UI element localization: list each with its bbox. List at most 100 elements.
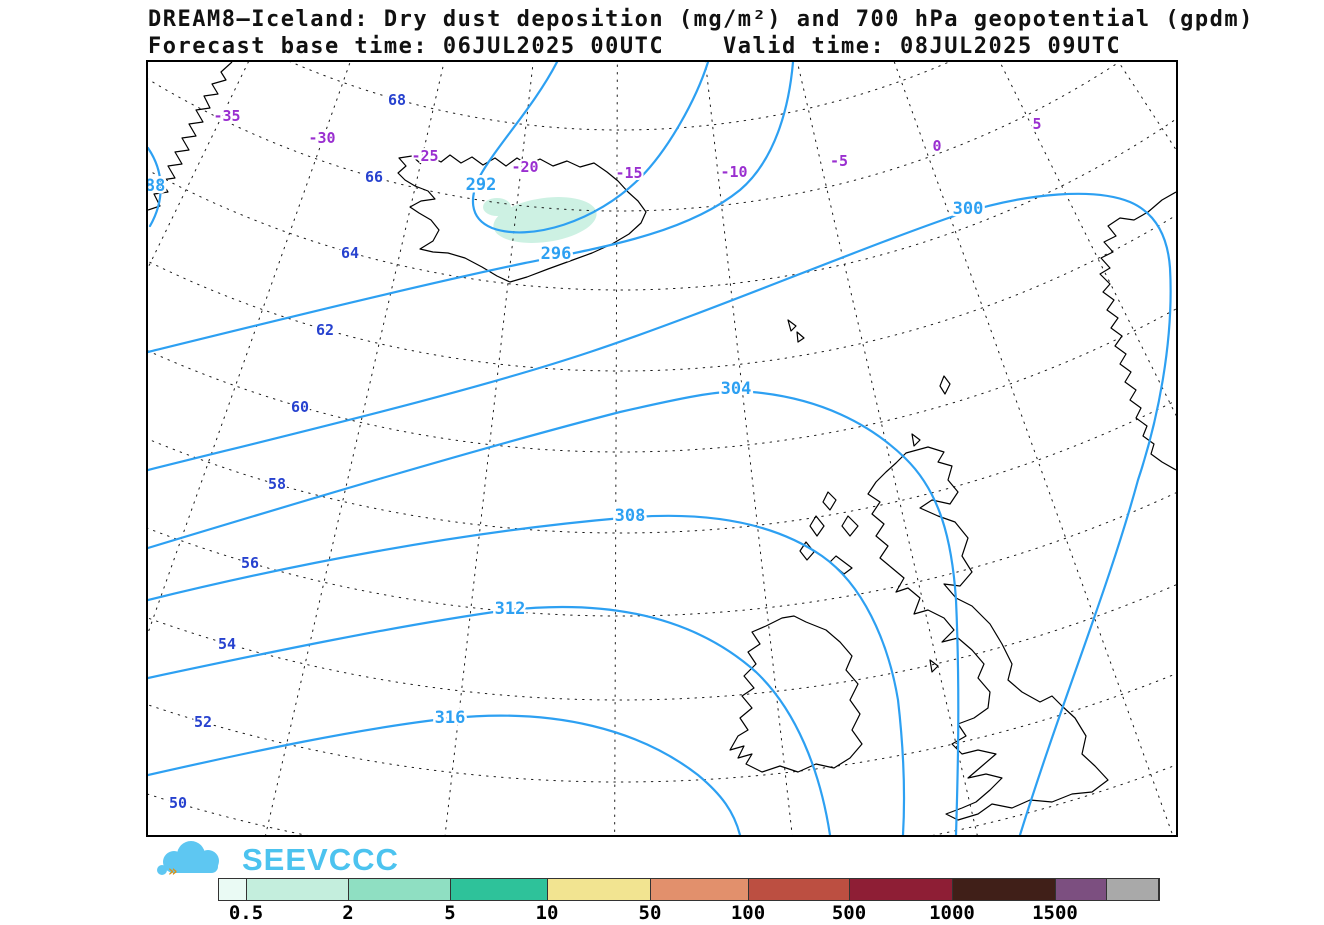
map-labels: 288 292 296 300 304 308 312 316 -35 -30 -25 -20 -15 -… xyxy=(148,89,1044,814)
latitude-gridline xyxy=(148,214,1176,372)
latitude-label: 62 xyxy=(316,321,334,339)
ireland-coastline xyxy=(729,615,863,773)
longitude-label: -35 xyxy=(213,107,240,125)
latitude-label: 54 xyxy=(218,635,236,653)
colorbar-tick-label: 100 xyxy=(730,902,766,924)
contour-288 xyxy=(148,146,162,228)
longitude-gridline xyxy=(148,62,225,759)
longitude-gridline xyxy=(893,62,1174,835)
longitude-label: -15 xyxy=(615,164,642,182)
longitude-gridline xyxy=(614,62,618,835)
latitude-gridline xyxy=(148,764,1176,835)
colorbar-tick-label: 1500 xyxy=(1032,902,1078,924)
longitude-label: -10 xyxy=(720,163,747,181)
logo-text: SEEVCCC xyxy=(242,842,399,877)
longitude-gridline xyxy=(148,62,351,635)
latitude-gridline xyxy=(148,491,1176,617)
geopotential-contour-label: 288 xyxy=(148,176,165,196)
iceland-coastline xyxy=(397,154,647,283)
latitude-label: 56 xyxy=(241,554,259,572)
latitude-gridline xyxy=(148,584,1176,701)
contour-296 xyxy=(148,62,795,354)
colorbar-segment xyxy=(349,879,451,900)
great-britain-coastline xyxy=(867,446,1109,821)
seevccc-logo: » SEEVCCC xyxy=(148,840,399,880)
shetland-coastline xyxy=(939,375,951,395)
latitude-label: 64 xyxy=(341,244,359,262)
longitude-gridline xyxy=(1118,62,1176,151)
latitude-label: 68 xyxy=(388,91,406,109)
latitude-gridline xyxy=(148,672,1176,783)
colorbar-tick-label: 50 xyxy=(638,902,662,924)
chart-title: DREAM8—Iceland: Dry dust deposition (mg/… xyxy=(148,7,1254,32)
cloud-icon: » xyxy=(157,841,219,880)
latitude-label: 52 xyxy=(194,713,212,731)
longitude-label: -20 xyxy=(511,158,538,176)
colorbar-tick-label: 2 xyxy=(342,902,354,924)
colorbar-segment xyxy=(548,879,651,900)
geopotential-contour-label: 308 xyxy=(615,506,646,526)
geopotential-contour-label: 300 xyxy=(953,199,984,219)
isle-of-man-coastline xyxy=(929,659,939,673)
colorbar-segment xyxy=(850,879,953,900)
graticule xyxy=(148,62,1176,835)
orkney-coastline xyxy=(911,433,921,447)
contour-300 xyxy=(148,192,1172,835)
latitude-label: 60 xyxy=(291,398,309,416)
geopotential-contour-label: 312 xyxy=(495,599,526,619)
geopotential-contour-label: 296 xyxy=(541,244,572,264)
chevrons-icon: » xyxy=(168,862,178,880)
contour-308 xyxy=(148,514,906,835)
chart-header: DREAM8—Iceland: Dry dust deposition (mg/… xyxy=(148,6,1254,60)
longitude-gridline xyxy=(148,62,249,269)
longitude-label: -25 xyxy=(411,147,438,165)
greenland-coastline xyxy=(148,62,233,211)
contour-316 xyxy=(148,714,742,835)
colorbar-tick-label: 1000 xyxy=(929,902,975,924)
geopotential-contours xyxy=(148,62,1172,835)
colorbar-tick-labels: 0.5 2 5 10 50 100 500 1000 1500 xyxy=(0,902,1324,924)
coastlines xyxy=(148,62,1176,821)
longitude-gridline xyxy=(265,62,445,835)
geopotential-contour-label: 304 xyxy=(721,379,752,399)
geopotential-contour-label: 292 xyxy=(466,175,497,195)
colorbar-tick-label: 10 xyxy=(535,902,559,924)
longitude-gridline xyxy=(796,62,978,835)
chart-subtitle: Forecast base time: 06JUL2025 00UTC Vali… xyxy=(148,34,1122,59)
longitude-gridline xyxy=(444,62,534,835)
colorbar-segment xyxy=(749,879,850,900)
latitude-label: 50 xyxy=(169,794,187,812)
longitude-gridline xyxy=(999,62,1176,417)
colorbar-segment xyxy=(451,879,548,900)
longitude-label: -30 xyxy=(308,129,335,147)
contour-312 xyxy=(148,605,832,835)
contour-304 xyxy=(148,390,960,835)
colorbar-segment xyxy=(651,879,749,900)
colorbar-tick-label: 500 xyxy=(831,902,867,924)
latitude-gridline xyxy=(148,118,1176,291)
faroe-islands-coastline xyxy=(787,319,805,343)
colorbar-segment xyxy=(953,879,1056,900)
latitude-label: 66 xyxy=(365,168,383,186)
longitude-gridline xyxy=(704,62,793,835)
colorbar-segment xyxy=(1056,879,1107,900)
latitude-gridline xyxy=(148,399,1176,534)
map: 288 292 296 300 304 308 312 316 -35 -30 -25 -20 -15 -… xyxy=(146,60,1178,837)
longitude-label: -5 xyxy=(830,152,848,170)
colorbar-segment xyxy=(1107,879,1159,900)
colorbar-segment xyxy=(219,879,247,900)
colorbar-segment xyxy=(247,879,349,900)
colorbar-tick-label: 0.5 xyxy=(228,902,264,924)
longitude-label: 0 xyxy=(932,137,941,155)
latitude-gridline xyxy=(290,62,950,131)
latitude-label: 58 xyxy=(268,475,286,493)
latitude-gridline xyxy=(148,62,1120,212)
dust-deposition-shading xyxy=(483,197,597,243)
colorbar-tick-label: 5 xyxy=(444,902,456,924)
norway-coastline xyxy=(1099,191,1176,471)
latitude-gridline xyxy=(148,62,1176,835)
hebrides-coastline xyxy=(799,491,859,575)
longitude-label: 5 xyxy=(1032,115,1041,133)
latitude-gridline xyxy=(148,308,1176,453)
